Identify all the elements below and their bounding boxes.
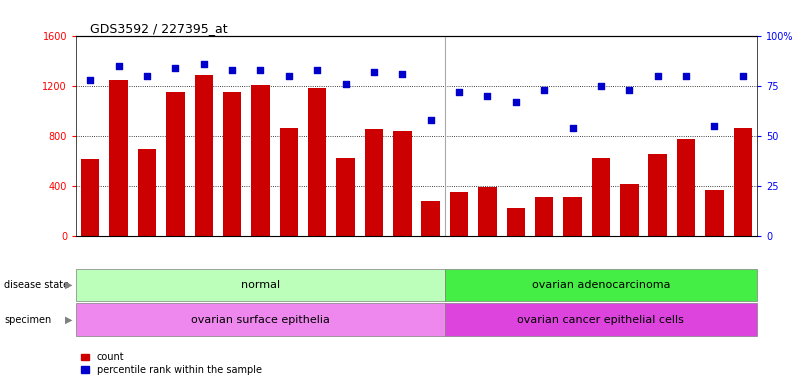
Point	[197, 61, 210, 68]
Point	[623, 87, 636, 93]
Bar	[450, 192, 469, 236]
Point	[594, 83, 607, 89]
Bar	[252, 85, 270, 236]
Point	[481, 93, 494, 99]
Legend: count, percentile rank within the sample: count, percentile rank within the sample	[81, 353, 261, 375]
Point	[84, 77, 97, 83]
Bar	[195, 75, 213, 236]
Point	[453, 89, 465, 96]
Text: ovarian adenocarcinoma: ovarian adenocarcinoma	[532, 280, 670, 290]
Point	[537, 87, 550, 93]
Bar	[223, 92, 241, 236]
Bar	[336, 158, 355, 236]
Bar	[364, 129, 383, 236]
Point	[311, 67, 324, 73]
Point	[679, 73, 692, 79]
Point	[283, 73, 296, 79]
Bar	[734, 127, 752, 236]
Bar	[506, 208, 525, 236]
Bar	[81, 159, 99, 236]
Bar	[308, 88, 327, 236]
Text: specimen: specimen	[4, 314, 51, 325]
Bar	[445, 269, 757, 301]
Point	[226, 67, 239, 73]
Point	[169, 65, 182, 71]
Point	[339, 81, 352, 88]
Text: normal: normal	[241, 280, 280, 290]
Point	[651, 73, 664, 79]
Point	[368, 70, 380, 76]
Bar	[677, 139, 695, 236]
Bar	[445, 303, 757, 336]
Bar	[705, 190, 723, 236]
Bar	[620, 184, 638, 236]
Bar	[592, 158, 610, 236]
Point	[708, 123, 721, 129]
Bar	[138, 149, 156, 236]
Text: ▶: ▶	[65, 314, 72, 325]
Bar	[478, 187, 497, 236]
Bar	[110, 80, 128, 236]
Bar	[280, 127, 298, 236]
Bar	[563, 197, 582, 236]
Text: ovarian cancer epithelial cells: ovarian cancer epithelial cells	[517, 314, 684, 325]
Point	[736, 73, 749, 79]
Bar	[535, 197, 553, 236]
Point	[112, 63, 125, 70]
Bar	[76, 303, 445, 336]
Point	[396, 71, 409, 78]
Bar	[649, 154, 667, 236]
Bar	[421, 201, 440, 236]
Text: ▶: ▶	[65, 280, 72, 290]
Text: disease state: disease state	[4, 280, 69, 290]
Bar	[166, 92, 184, 236]
Point	[566, 125, 579, 131]
Text: GDS3592 / 227395_at: GDS3592 / 227395_at	[90, 22, 227, 35]
Point	[141, 73, 154, 79]
Point	[254, 67, 267, 73]
Text: ovarian surface epithelia: ovarian surface epithelia	[191, 314, 330, 325]
Point	[425, 117, 437, 123]
Point	[509, 99, 522, 106]
Bar	[393, 131, 412, 236]
Bar	[76, 269, 445, 301]
